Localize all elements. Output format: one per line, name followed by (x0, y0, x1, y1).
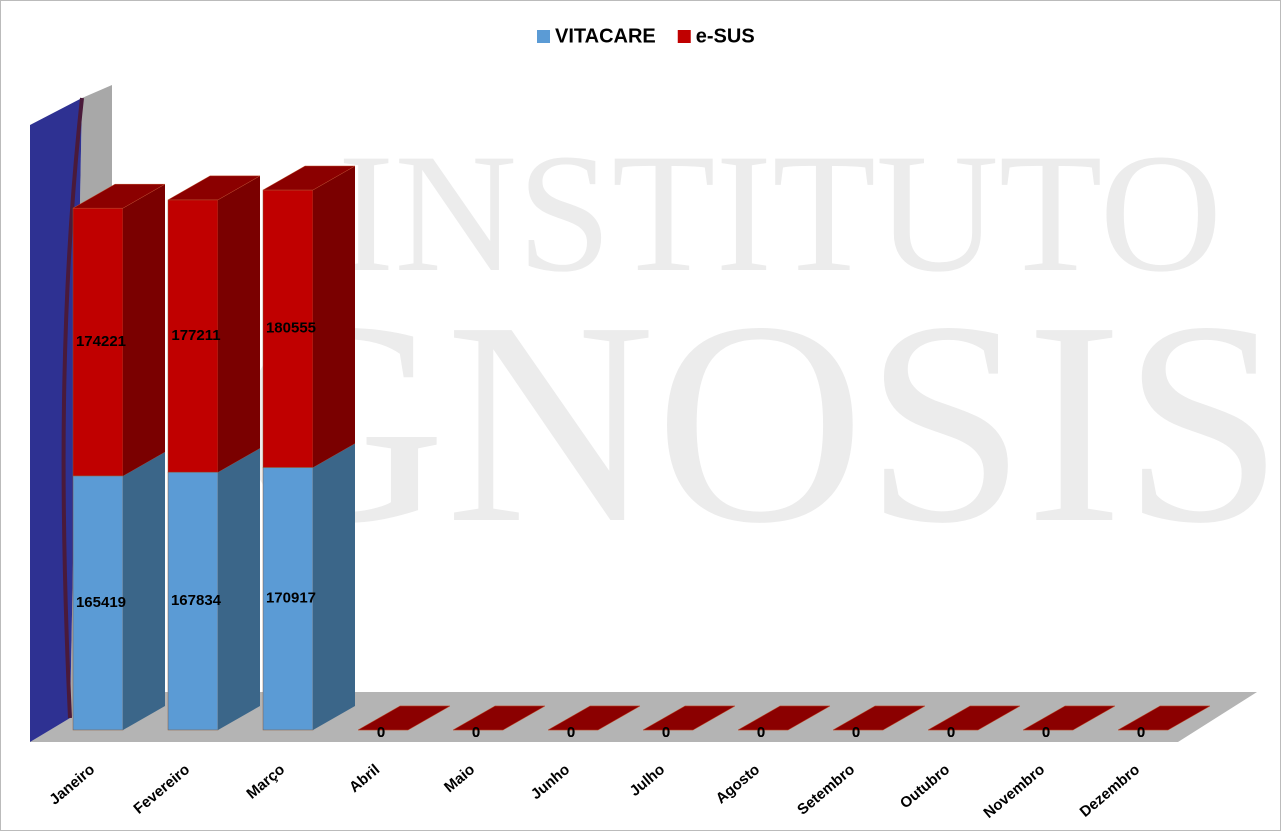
bar-segment (73, 452, 165, 730)
bar-segment (73, 184, 165, 476)
value-label: 0 (1137, 724, 1145, 741)
bar-segment (263, 166, 355, 467)
legend-label: e-SUS (696, 25, 755, 47)
bar-side (218, 448, 260, 730)
value-label: 170917 (266, 590, 316, 607)
value-label: 167834 (171, 592, 222, 609)
value-label: 180555 (266, 320, 316, 337)
value-label: 0 (757, 724, 765, 741)
bar-side (123, 184, 165, 476)
legend-swatch (537, 30, 550, 43)
bar-side (313, 443, 355, 730)
bar-side (123, 452, 165, 730)
bar-segment (263, 443, 355, 730)
value-label: 0 (567, 724, 575, 741)
value-label: 0 (662, 724, 670, 741)
bar-side (218, 176, 260, 472)
bar-side (313, 166, 355, 467)
chart: INSTITUTO GNOSIS 165419174221Janeiro1678… (0, 0, 1286, 837)
value-label: 165419 (76, 594, 126, 611)
bar-segment (168, 448, 260, 730)
value-label: 0 (472, 724, 480, 741)
value-label: 0 (1042, 724, 1050, 741)
legend-label: VITACARE (555, 25, 656, 47)
legend-swatch (678, 30, 691, 43)
value-label: 174221 (76, 333, 126, 350)
value-label: 0 (852, 724, 860, 741)
bar-segment (168, 176, 260, 472)
value-label: 177211 (171, 327, 220, 344)
value-label: 0 (947, 724, 955, 741)
value-label: 0 (377, 724, 385, 741)
watermark: GNOSIS (236, 262, 1283, 583)
